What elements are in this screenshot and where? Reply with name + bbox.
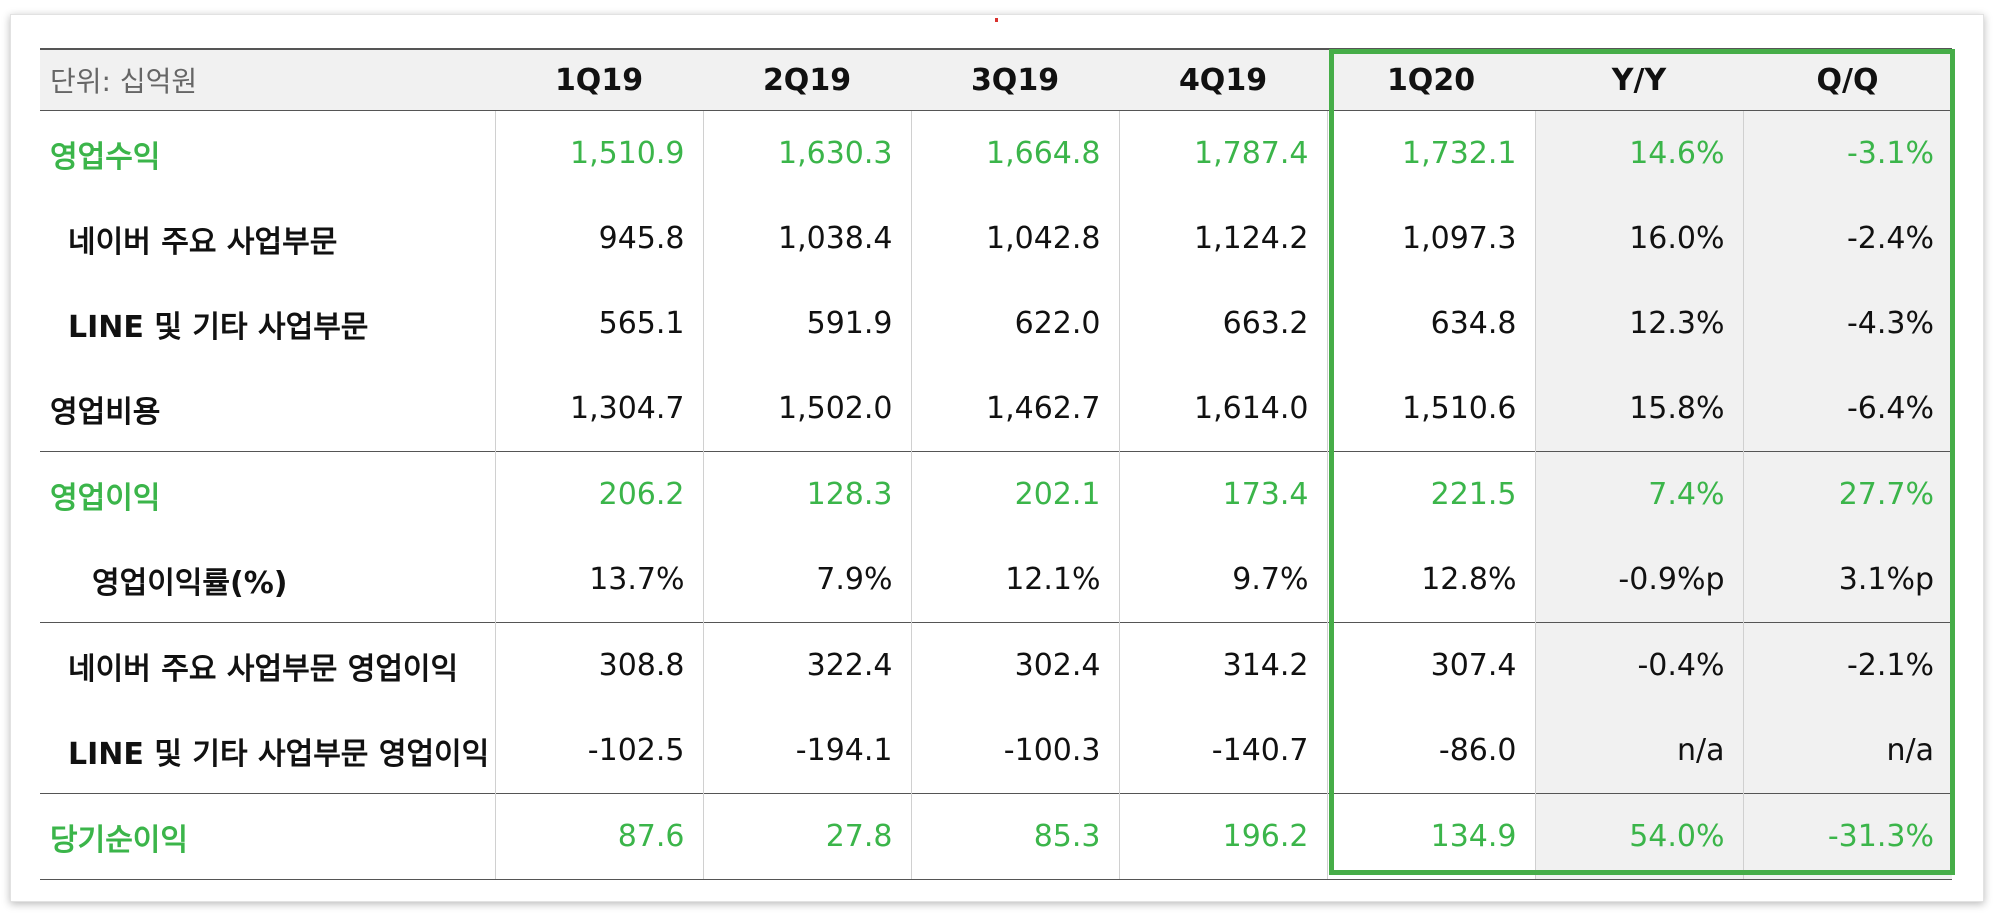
table-cell: 322.4	[702, 622, 911, 708]
table-cell: 1,042.8	[910, 196, 1119, 281]
col-header-qoq: Q/Q	[1743, 48, 1952, 111]
table-row: 영업수익 1,510.9 1,630.3 1,664.8 1,787.4 1,7…	[40, 110, 1952, 196]
table-cell: 1,462.7	[910, 366, 1119, 452]
table-cell: 15.8%	[1534, 366, 1743, 452]
table-cell: 1,510.6	[1326, 366, 1535, 452]
red-dot-mark	[995, 18, 998, 22]
table-cell: -2.1%	[1742, 622, 1952, 708]
table-cell: 54.0%	[1534, 793, 1743, 880]
table-cell: 1,097.3	[1326, 196, 1535, 281]
table-cell: 1,304.7	[494, 366, 703, 452]
table-cell: 12.3%	[1534, 281, 1743, 366]
row-label: 영업이익	[40, 451, 495, 537]
table-cell: 27.8	[702, 793, 911, 880]
col-header-3q19: 3Q19	[911, 48, 1119, 111]
table-cell: -0.4%	[1534, 622, 1743, 708]
row-label: 네이버 주요 사업부문	[68, 224, 338, 260]
table-cell: n/a	[1742, 708, 1952, 794]
table-cell: 134.9	[1326, 793, 1535, 880]
table-cell: 1,038.4	[702, 196, 911, 281]
table-cell: -100.3	[910, 708, 1119, 794]
table-cell: 302.4	[910, 622, 1119, 708]
table-row: LINE 및 기타 사업부문 영업이익 -102.5 -194.1 -100.3…	[40, 708, 1952, 794]
table-cell: 663.2	[1118, 281, 1327, 366]
table-cell: 622.0	[910, 281, 1119, 366]
table-cell: -2.4%	[1742, 196, 1952, 281]
table-cell: -194.1	[702, 708, 911, 794]
table-cell: 27.7%	[1742, 451, 1952, 537]
row-label: 네이버 주요 사업부문 영업이익	[40, 622, 495, 708]
table-cell: 634.8	[1326, 281, 1535, 366]
table-cell: -4.3%	[1742, 281, 1952, 366]
table-cell: n/a	[1534, 708, 1743, 794]
table-row: 영업이익률(%) 13.7% 7.9% 12.1% 9.7% 12.8% -0.…	[40, 537, 1952, 623]
table-cell: 307.4	[1326, 622, 1535, 708]
header-row: 단위: 십억원 1Q19 2Q19 3Q19 4Q19 1Q20 Y/Y Q/Q	[40, 48, 1952, 111]
row-label: 영업이익률(%)	[92, 565, 288, 601]
table-cell: 7.9%	[702, 537, 911, 623]
table-cell: 945.8	[494, 196, 703, 281]
row-label: 영업수익	[50, 139, 161, 175]
table-cell: 1,124.2	[1118, 196, 1327, 281]
table-cell: 1,630.3	[702, 110, 911, 196]
table-cell: 7.4%	[1534, 451, 1743, 537]
table-cell: -3.1%	[1742, 110, 1952, 196]
table-cell: 9.7%	[1118, 537, 1327, 623]
table-cell: 565.1	[494, 281, 703, 366]
table-cell: 1,732.1	[1326, 110, 1535, 196]
table-cell: 13.7%	[494, 537, 703, 623]
table-cell: 173.4	[1118, 451, 1327, 537]
row-label: LINE 및 기타 사업부문	[68, 309, 369, 345]
unit-label: 단위: 십억원	[40, 48, 495, 111]
table-cell: -6.4%	[1742, 366, 1952, 452]
table-row: 네이버 주요 사업부문 945.8 1,038.4 1,042.8 1,124.…	[40, 196, 1952, 281]
table-row: LINE 및 기타 사업부문 565.1 591.9 622.0 663.2 6…	[40, 281, 1952, 366]
table-cell: 314.2	[1118, 622, 1327, 708]
table-cell: -140.7	[1118, 708, 1327, 794]
row-label: 영업비용	[50, 394, 161, 430]
table-row: 네이버 주요 사업부문 영업이익 308.8 322.4 302.4 314.2…	[40, 622, 1952, 708]
col-header-1q20: 1Q20	[1327, 48, 1535, 111]
table-cell: 14.6%	[1534, 110, 1743, 196]
table-cell: 3.1%p	[1742, 537, 1952, 623]
table-cell: 1,510.9	[494, 110, 703, 196]
col-header-1q19: 1Q19	[495, 48, 703, 111]
table-cell: -31.3%	[1742, 793, 1952, 880]
table-cell: 308.8	[494, 622, 703, 708]
table-cell: 12.1%	[910, 537, 1119, 623]
col-header-yoy: Y/Y	[1535, 48, 1743, 111]
table-cell: 16.0%	[1534, 196, 1743, 281]
table-row: 영업비용 1,304.7 1,502.0 1,462.7 1,614.0 1,5…	[40, 366, 1952, 452]
table-cell: 591.9	[702, 281, 911, 366]
table-row: 영업이익 206.2 128.3 202.1 173.4 221.5 7.4% …	[40, 451, 1952, 537]
table-cell: 1,614.0	[1118, 366, 1327, 452]
table-cell: 1,787.4	[1118, 110, 1327, 196]
table-cell: 1,502.0	[702, 366, 911, 452]
financial-table: 단위: 십억원 1Q19 2Q19 3Q19 4Q19 1Q20 Y/Y Q/Q…	[40, 48, 1952, 880]
row-label: LINE 및 기타 사업부문 영업이익	[68, 736, 490, 772]
table-cell: 85.3	[910, 793, 1119, 880]
table-cell: 12.8%	[1326, 537, 1535, 623]
table-cell: 206.2	[494, 451, 703, 537]
table-row: 당기순이익 87.6 27.8 85.3 196.2 134.9 54.0% -…	[40, 793, 1952, 880]
table-cell: 1,664.8	[910, 110, 1119, 196]
table-cell: 87.6	[494, 793, 703, 880]
table-cell: 221.5	[1326, 451, 1535, 537]
table-cell: -86.0	[1326, 708, 1535, 794]
table-cell: 128.3	[702, 451, 911, 537]
table-cell: 202.1	[910, 451, 1119, 537]
table-cell: -102.5	[494, 708, 703, 794]
col-header-4q19: 4Q19	[1119, 48, 1327, 111]
row-label: 당기순이익	[40, 793, 495, 880]
table-cell: 196.2	[1118, 793, 1327, 880]
col-header-2q19: 2Q19	[703, 48, 911, 111]
table-cell: -0.9%p	[1534, 537, 1743, 623]
